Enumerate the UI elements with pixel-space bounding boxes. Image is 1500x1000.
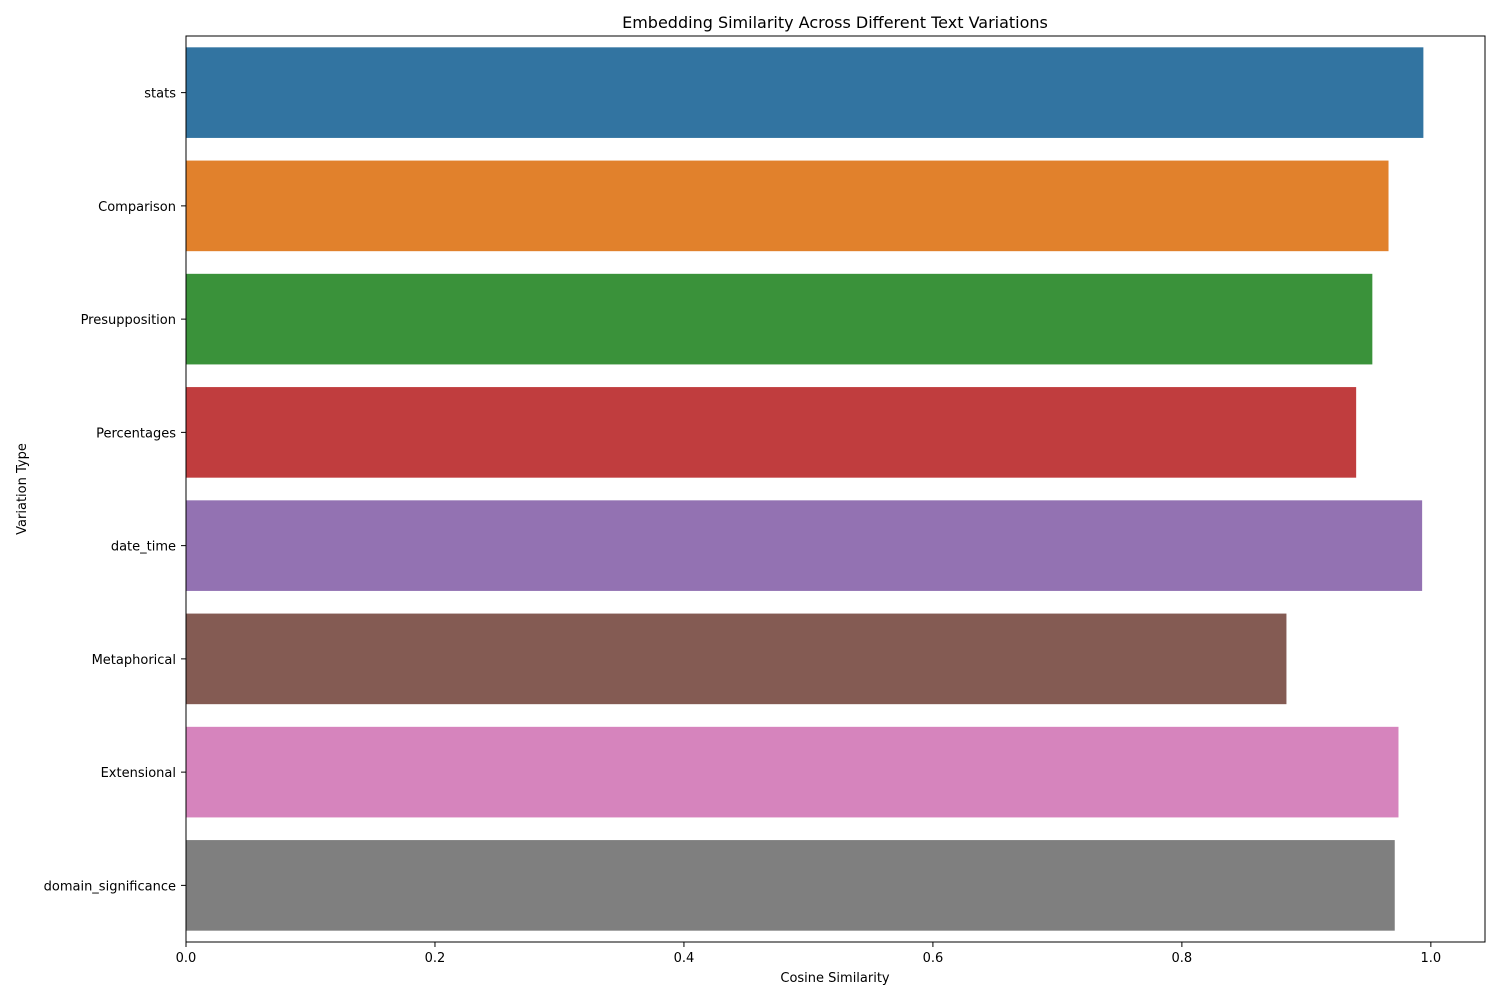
bar-Metaphorical [186,613,1287,705]
x-tick-label: 0.6 [923,951,944,966]
bar-domain_significance [186,840,1395,931]
x-axis-label: Cosine Similarity [780,971,890,986]
x-tick-label: 0.4 [674,951,695,966]
y-axis-label: Variation Type [15,443,30,535]
y-tick-label: date_time [111,540,176,555]
chart-title: Embedding Similarity Across Different Te… [622,13,1048,32]
x-tick-label: 0.2 [425,951,446,966]
y-tick-label: domain_significance [44,879,176,894]
y-tick-label: Extensional [101,766,176,781]
bar-Extensional [186,726,1399,818]
x-tick-label: 1.0 [1421,951,1442,966]
x-tick-label: 0.8 [1172,951,1193,966]
y-tick-label: stats [144,87,176,102]
bar-Comparison [186,160,1389,252]
y-tick-labels: stats Comparison Presupposition Percentages… [44,87,186,894]
bar-Percentages [186,387,1357,478]
plot-frame [185,35,1486,943]
y-tick-label: Presupposition [81,313,176,328]
bars-group [186,47,1424,931]
y-tick-label: Comparison [98,200,176,215]
y-tick-label: Percentages [96,426,176,441]
y-tick-label: Metaphorical [92,653,176,668]
bar-date_time [186,500,1423,591]
x-ticks: 0.0 0.2 0.4 0.6 0.8 1.0 [176,942,1442,966]
bar-Presupposition [186,273,1373,365]
bar-stats [186,47,1424,138]
x-tick-label: 0.0 [176,951,197,966]
